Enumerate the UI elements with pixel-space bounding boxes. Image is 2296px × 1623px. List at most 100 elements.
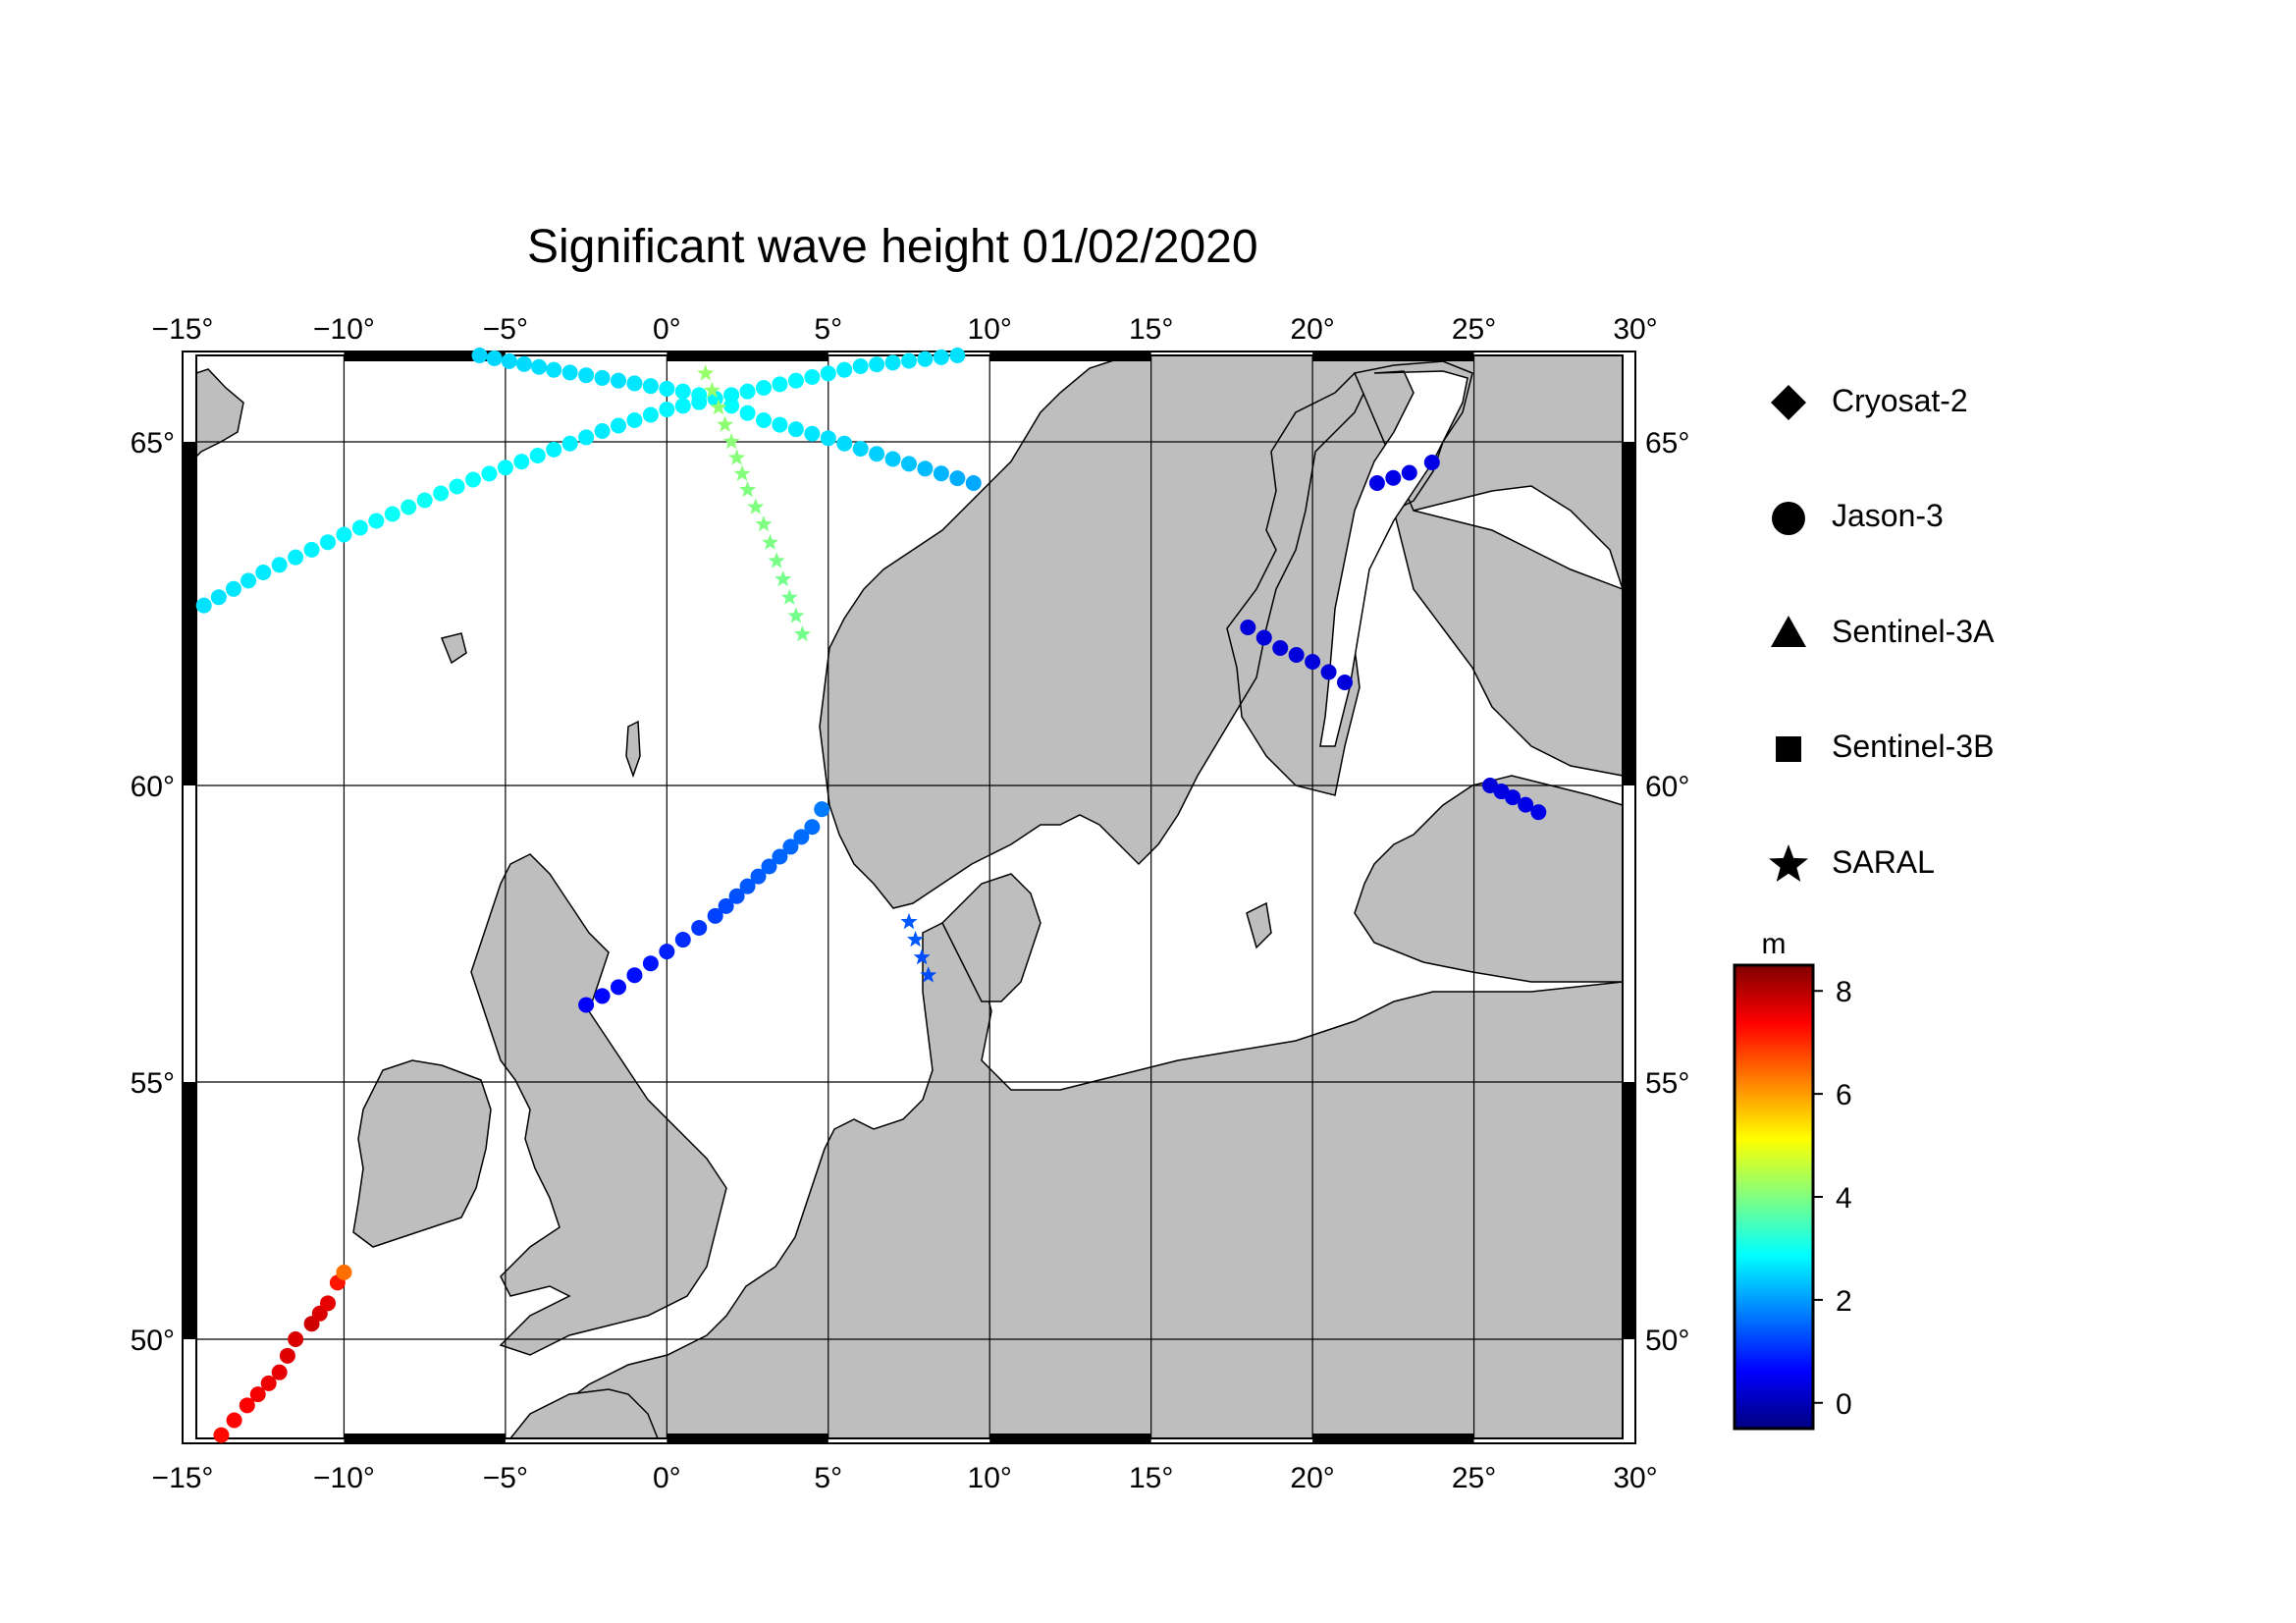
frame-bar-bottom	[989, 1434, 1151, 1443]
lon-tick-label-bottom: 10°	[968, 1462, 1012, 1494]
track-point-jason-3	[320, 1295, 336, 1312]
track-point-jason-3	[782, 839, 799, 855]
track-point-jason-3	[933, 349, 949, 365]
track-point-jason-3	[465, 471, 481, 488]
track-point-saral	[703, 381, 721, 398]
track-point-jason-3	[949, 470, 966, 487]
track-point-saral	[717, 415, 734, 432]
lon-tick-label-top: 15°	[1129, 313, 1173, 346]
track-point-jason-3	[433, 485, 450, 502]
track-point-jason-3	[787, 372, 804, 389]
track-point-jason-3	[611, 417, 626, 434]
track-point-jason-3	[1505, 789, 1522, 806]
track-point-jason-3	[578, 997, 595, 1013]
track-point-jason-3	[659, 944, 675, 960]
track-point-jason-3	[239, 1397, 255, 1414]
land-ireland	[352, 1059, 492, 1248]
track-point-jason-3	[240, 572, 257, 589]
colorbar	[1733, 963, 1815, 1431]
track-point-jason-3	[481, 465, 498, 482]
track-point-jason-3	[471, 348, 488, 363]
track-point-jason-3	[1240, 620, 1256, 635]
track-point-saral	[900, 912, 918, 930]
track-point-jason-3	[351, 519, 368, 536]
colorbar-unit: m	[1762, 928, 1787, 960]
track-point-jason-3	[400, 499, 417, 515]
track-point-jason-3	[836, 435, 853, 452]
track-point-jason-3	[384, 506, 400, 522]
track-point-jason-3	[642, 378, 659, 395]
lon-tick-label-top: −10°	[313, 313, 375, 346]
track-point-jason-3	[869, 356, 885, 373]
track-point-jason-3	[1255, 629, 1272, 646]
track-point-jason-3	[497, 460, 513, 476]
track-point-jason-3	[642, 406, 659, 423]
lon-tick-label-top: −15°	[152, 313, 214, 346]
track-point-jason-3	[852, 441, 869, 457]
lat-tick-label-left: 55°	[131, 1067, 175, 1100]
land-iceland-edge	[196, 368, 244, 459]
track-point-jason-3	[1320, 664, 1337, 680]
track-point-jason-3	[728, 888, 745, 904]
track-point-jason-3	[529, 448, 546, 463]
track-point-jason-3	[501, 352, 517, 369]
track-point-jason-3	[852, 358, 869, 374]
track-point-jason-3	[750, 868, 767, 885]
track-point-jason-3	[594, 369, 611, 386]
legend-label-cryosat-2: Cryosat-2	[1832, 383, 1968, 418]
land-france-north	[509, 1388, 659, 1438]
land-scandinavia	[819, 355, 1623, 909]
lon-tick-label-bottom: 20°	[1290, 1462, 1334, 1494]
track-point-saral	[710, 399, 727, 415]
legend-symbol-circle	[1772, 502, 1805, 535]
lon-tick-label-bottom: 0°	[653, 1462, 681, 1494]
track-point-jason-3	[674, 932, 691, 948]
lon-tick-label-top: 5°	[814, 313, 842, 346]
lon-tick-label-bottom: −10°	[313, 1462, 375, 1494]
track-point-saral	[920, 966, 937, 983]
track-point-jason-3	[255, 565, 272, 580]
track-point-jason-3	[659, 380, 675, 397]
lat-tick-label-right: 50°	[1645, 1325, 1689, 1357]
track-point-jason-3	[546, 441, 562, 458]
track-point-jason-3	[336, 526, 352, 543]
land-gotland	[1246, 901, 1272, 949]
frame-bar-left	[183, 442, 196, 785]
track-point-jason-3	[594, 988, 611, 1004]
lon-tick-label-bottom: −5°	[483, 1462, 528, 1494]
track-point-jason-3	[611, 372, 626, 389]
lon-tick-label-bottom: 15°	[1129, 1462, 1173, 1494]
track-point-jason-3	[917, 460, 934, 477]
map-frame-outer	[182, 351, 1636, 1444]
track-point-jason-3	[1401, 464, 1417, 481]
track-point-jason-3	[772, 416, 788, 433]
track-point-jason-3	[965, 475, 982, 491]
legend-symbol-diamond	[1771, 385, 1806, 420]
frame-bar-left	[183, 1082, 196, 1339]
track-point-jason-3	[213, 1427, 230, 1443]
track-point-jason-3	[901, 352, 917, 369]
legend-label-sentinel-3b: Sentinel-3B	[1832, 729, 1995, 764]
land-shetland	[625, 720, 641, 779]
figure-title: Significant wave height 01/02/2020	[527, 221, 1258, 273]
track-point-jason-3	[1530, 804, 1547, 821]
lat-tick-label-right: 55°	[1645, 1067, 1689, 1100]
track-point-jason-3	[416, 492, 433, 509]
track-point-saral	[774, 570, 792, 587]
track-point-jason-3	[674, 383, 691, 400]
lon-tick-label-top: 25°	[1452, 313, 1496, 346]
track-point-jason-3	[691, 919, 708, 936]
track-point-jason-3	[611, 979, 626, 996]
track-point-jason-3	[793, 829, 810, 845]
lon-tick-label-top: 20°	[1290, 313, 1334, 346]
track-point-jason-3	[249, 1386, 266, 1403]
track-point-jason-3	[814, 801, 830, 818]
track-point-jason-3	[1518, 796, 1534, 813]
track-point-jason-3	[836, 361, 853, 378]
track-point-jason-3	[561, 364, 578, 381]
track-point-jason-3	[578, 367, 595, 384]
lat-tick-label-right: 65°	[1645, 427, 1689, 460]
track-point-saral	[762, 533, 779, 550]
track-point-jason-3	[225, 580, 241, 597]
track-point-jason-3	[820, 430, 836, 447]
